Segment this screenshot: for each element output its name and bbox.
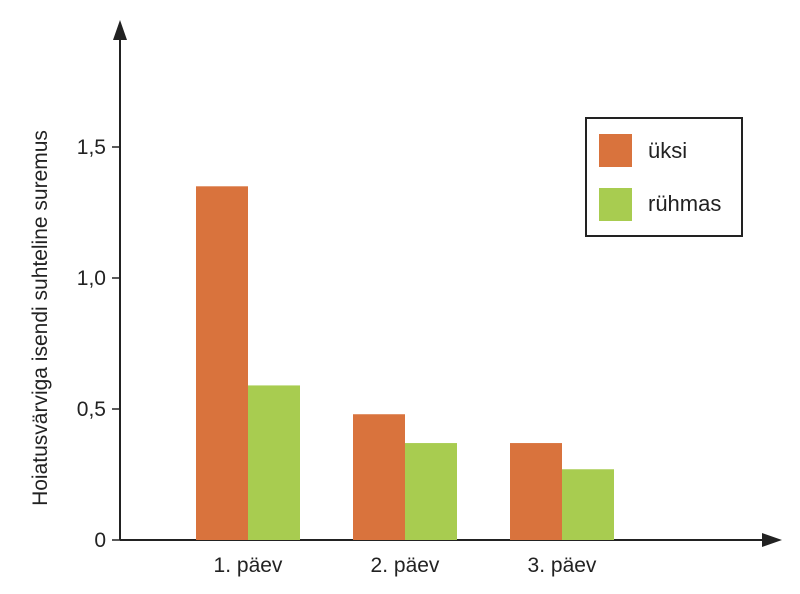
bar-uksi-1 [196, 186, 248, 541]
bars [196, 186, 614, 541]
y-axis-arrow [113, 20, 127, 40]
bar-uksi-3 [510, 443, 562, 540]
legend: üksi rühmas [585, 117, 743, 237]
bar-ruhmas-2 [405, 443, 457, 540]
category-label: 3. päev [528, 554, 597, 577]
legend-label-ruhmas: rühmas [648, 191, 721, 216]
category-label: 1. päev [214, 554, 283, 577]
y-ticks: 0 0,5 1,0 1,5 [77, 136, 120, 552]
y-tick-label: 0,5 [77, 398, 106, 421]
category-label: 2. päev [371, 554, 440, 577]
y-axis-label: Hoiatusvärviga isendi suhteline suremus [29, 130, 52, 506]
legend-label-uksi: üksi [648, 138, 687, 163]
y-tick-label: 0 [94, 529, 106, 552]
y-tick-label: 1,5 [77, 136, 106, 159]
legend-swatch-uksi [599, 134, 632, 167]
bar-ruhmas-3 [562, 469, 614, 540]
y-tick-label: 1,0 [77, 267, 106, 290]
x-axis-arrow [762, 533, 782, 547]
legend-swatch-ruhmas [599, 188, 632, 221]
bar-uksi-2 [353, 414, 405, 540]
bar-ruhmas-1 [248, 385, 300, 540]
category-labels: 1. päev 2. päev 3. päev [214, 554, 597, 577]
